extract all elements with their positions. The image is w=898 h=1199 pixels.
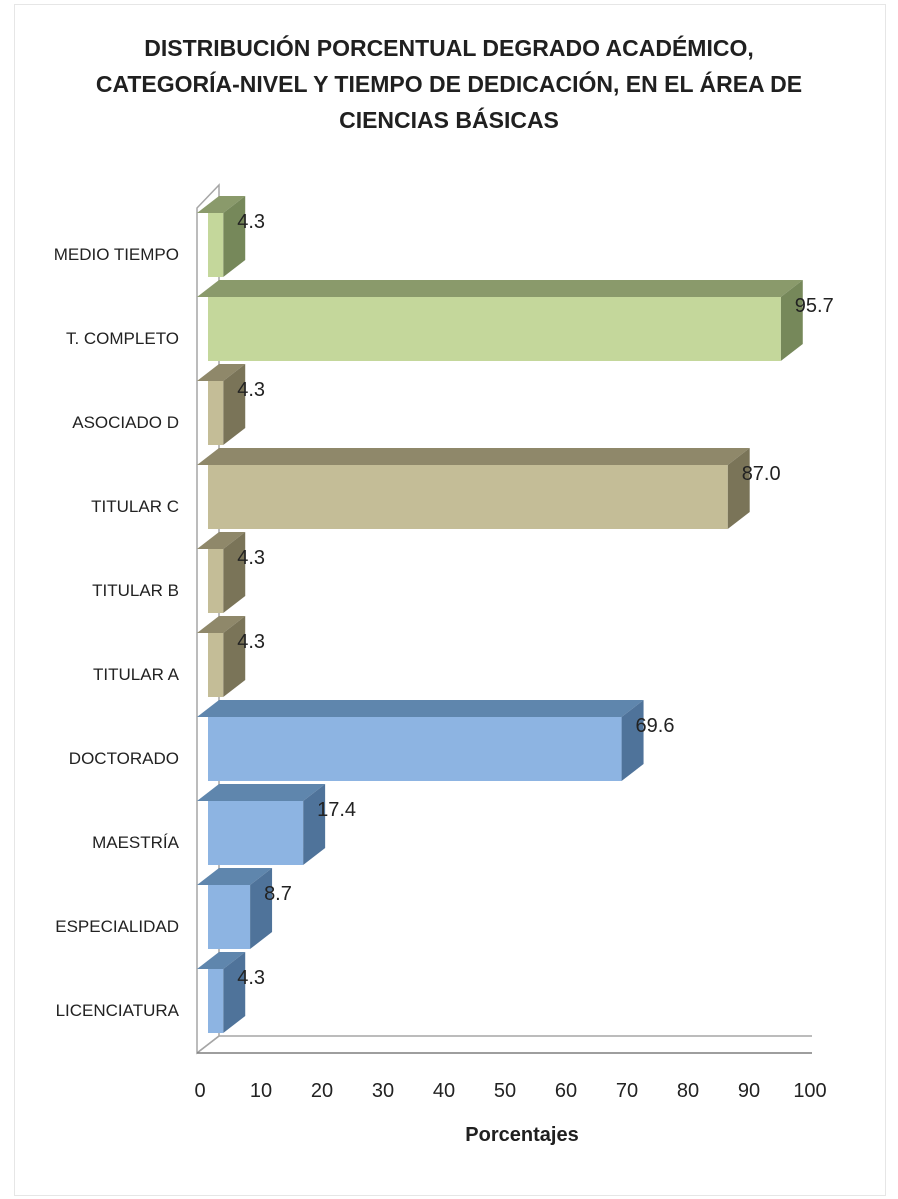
x-tick-label: 70 <box>616 1080 638 1102</box>
x-tick-label: 80 <box>677 1080 699 1102</box>
data-label: 4.3 <box>237 547 265 569</box>
data-label: 4.3 <box>237 967 265 989</box>
chart-title-line-3: CIENCIAS BÁSICAS <box>339 107 559 133</box>
chart-frame <box>14 4 886 1196</box>
x-tick-label: 20 <box>311 1080 333 1102</box>
x-tick-label: 30 <box>372 1080 394 1102</box>
bar-front-face <box>208 633 224 697</box>
x-tick-label: 90 <box>738 1080 760 1102</box>
bar-0 <box>197 196 246 277</box>
bar-side-face <box>250 868 273 949</box>
chart-title: DISTRIBUCIÓN PORCENTUAL DEGRADO ACADÉMIC… <box>0 30 898 138</box>
bar-side-face <box>223 364 246 445</box>
x-axis-label: Porcentajes <box>465 1124 578 1146</box>
bar-front-face <box>208 885 251 949</box>
bar-front-face <box>208 297 781 361</box>
bar-8 <box>197 868 273 949</box>
bar-side-face <box>223 952 246 1033</box>
bar-side-face <box>621 700 644 781</box>
x-tick-label: 40 <box>433 1080 455 1102</box>
bar-top-face <box>197 616 246 633</box>
bar-side-face <box>780 280 803 361</box>
category-label: TITULAR B <box>92 581 179 600</box>
data-label: 8.7 <box>264 883 292 905</box>
chart-title-line-2: CATEGORÍA-NIVEL Y TIEMPO DE DEDICACIÓN, … <box>95 71 803 97</box>
bar-top-face <box>197 364 246 381</box>
data-label: 17.4 <box>317 799 356 821</box>
category-label: LICENCIATURA <box>56 1001 180 1020</box>
bar-side-face <box>223 616 246 697</box>
bar-3 <box>197 448 750 529</box>
bar-5 <box>197 616 246 697</box>
data-label: 87.0 <box>742 463 781 485</box>
data-label: 4.3 <box>237 379 265 401</box>
data-label: 95.7 <box>795 295 834 317</box>
bar-side-face <box>223 532 246 613</box>
category-label: ESPECIALIDAD <box>55 917 179 936</box>
category-label: DOCTORADO <box>69 749 179 768</box>
bar-top-face <box>197 700 644 717</box>
bar-1 <box>197 280 803 361</box>
x-tick-label: 100 <box>793 1080 826 1102</box>
x-tick-label: 60 <box>555 1080 577 1102</box>
category-label: T. COMPLETO <box>66 329 179 348</box>
bars <box>197 196 803 1033</box>
category-label: TITULAR C <box>91 497 179 516</box>
bar-2 <box>197 364 246 445</box>
data-label: 69.6 <box>636 715 675 737</box>
bar-top-face <box>197 952 246 969</box>
chart-floor-back <box>196 1035 812 1054</box>
bar-9 <box>197 952 246 1033</box>
bar-top-face <box>197 868 273 885</box>
x-tick-label: 50 <box>494 1080 516 1102</box>
bar-front-face <box>208 969 224 1033</box>
bar-top-face <box>197 280 803 297</box>
bar-top-face <box>197 784 326 801</box>
category-label: MAESTRÍA <box>92 833 180 852</box>
bar-side-face <box>303 784 326 865</box>
bar-front-face <box>208 381 224 445</box>
bar-front-face <box>208 801 304 865</box>
bar-7 <box>197 784 326 865</box>
bar-front-face <box>208 465 728 529</box>
bar-top-face <box>197 448 750 465</box>
labels: 0 10 20 30 40 50 60 70 80 90 100 Porcentajes MEDIO T… <box>54 211 834 1146</box>
bar-front-face <box>208 717 622 781</box>
bar-front-face <box>208 549 224 613</box>
x-tick-label: 0 <box>194 1080 205 1102</box>
category-label: TITULAR A <box>93 665 180 684</box>
data-label: 4.3 <box>237 211 265 233</box>
bar-front-face <box>208 213 224 277</box>
bar-side-face <box>223 196 246 277</box>
bar-top-face <box>197 532 246 549</box>
category-label: ASOCIADO D <box>72 413 179 432</box>
chart-title-line-1: DISTRIBUCIÓN PORCENTUAL DEGRADO ACADÉMIC… <box>144 35 754 61</box>
bar-side-face <box>727 448 750 529</box>
data-label: 4.3 <box>237 631 265 653</box>
bar-top-face <box>197 196 246 213</box>
bar-6 <box>197 700 644 781</box>
category-label: MEDIO TIEMPO <box>54 245 179 264</box>
bar-4 <box>197 532 246 613</box>
x-tick-label: 10 <box>250 1080 272 1102</box>
